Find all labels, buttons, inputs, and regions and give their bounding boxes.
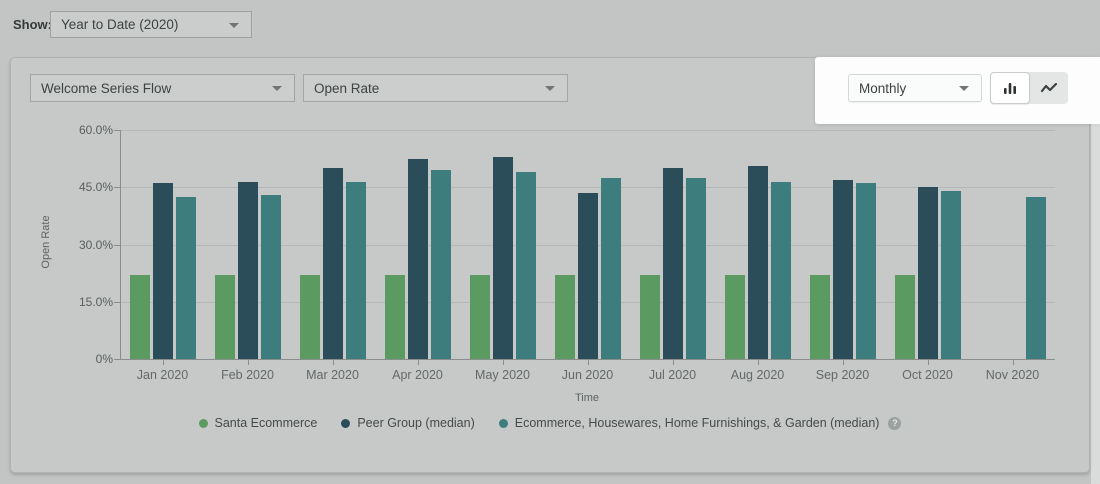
metric-dropdown-value: Open Rate [314,80,380,96]
granularity-dropdown[interactable]: Monthly [848,74,982,102]
legend-label: Ecommerce, Housewares, Home Furnishings,… [514,416,880,430]
bar[interactable] [237,181,258,359]
legend-label: Peer Group (median) [357,416,475,430]
spotlight-edge [1091,124,1100,484]
bar[interactable] [724,275,745,359]
chevron-down-icon [229,22,239,28]
bar[interactable] [214,275,235,359]
bar[interactable] [129,275,150,359]
bar[interactable] [917,187,938,359]
bar[interactable] [832,179,853,359]
bar[interactable] [639,275,660,359]
legend-label: Santa Ecommerce [214,416,318,430]
bar[interactable] [515,171,536,359]
bar[interactable] [152,183,173,359]
chevron-down-icon [959,86,969,91]
bar[interactable] [299,275,320,359]
flow-dropdown-value: Welcome Series Flow [41,80,172,96]
bar[interactable] [855,183,876,359]
period-dropdown[interactable]: Year to Date (2020) [50,11,252,38]
bar[interactable] [685,177,706,359]
bar[interactable] [469,275,490,359]
flow-dropdown[interactable]: Welcome Series Flow [30,74,295,102]
chevron-down-icon [272,86,282,91]
bar[interactable] [430,170,451,359]
bar[interactable] [554,275,575,359]
bar[interactable] [260,194,281,359]
bar[interactable] [940,191,961,359]
bar[interactable] [894,275,915,359]
bar[interactable] [747,166,768,359]
bar[interactable] [662,168,683,359]
bar[interactable] [1025,196,1046,359]
legend-dot-icon [341,418,351,428]
bar[interactable] [322,168,343,359]
legend-item[interactable]: Ecommerce, Housewares, Home Furnishings,… [498,416,902,430]
chart-type-toggle [990,72,1068,104]
line-chart-icon [1040,82,1058,93]
bar[interactable] [809,275,830,359]
chart-type-line-button[interactable] [1030,72,1068,104]
bar[interactable] [407,158,428,359]
bar[interactable] [175,196,196,359]
bar-chart-icon [1004,83,1016,94]
legend-item[interactable]: Santa Ecommerce [198,416,318,430]
show-label: Show: [13,17,52,32]
granularity-dropdown-value: Monthly [859,80,907,96]
bar[interactable] [600,177,621,359]
period-dropdown-value: Year to Date (2020) [61,17,179,32]
legend-dot-icon [498,418,508,428]
bar[interactable] [384,275,405,359]
legend-item[interactable]: Peer Group (median) [341,416,475,430]
legend-dot-icon [198,418,208,428]
chart-legend: Santa Ecommerce Peer Group (median) Ecomme… [10,416,1090,430]
bar[interactable] [577,192,598,359]
metric-dropdown[interactable]: Open Rate [303,74,568,102]
help-icon[interactable]: ? [888,416,902,430]
bar[interactable] [345,181,366,359]
chevron-down-icon [545,86,555,91]
bar[interactable] [770,181,791,359]
bar[interactable] [492,156,513,359]
chart-type-bar-button[interactable] [990,72,1030,104]
